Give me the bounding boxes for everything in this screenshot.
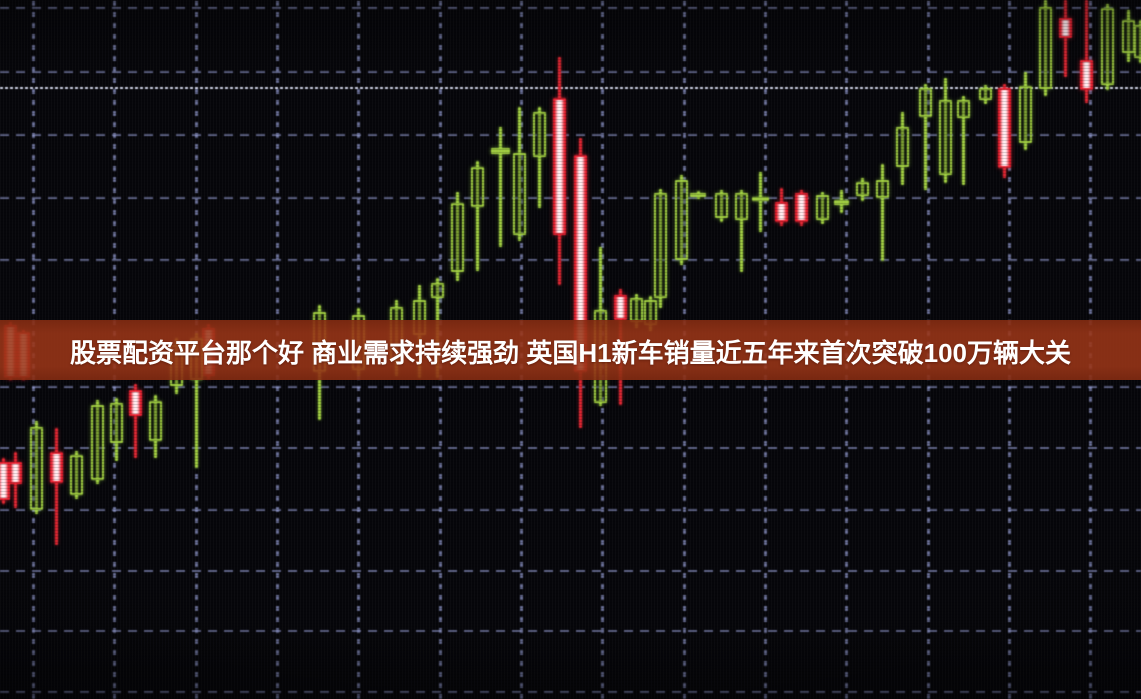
candle-wick xyxy=(1139,20,1141,63)
candle-wick xyxy=(134,384,137,458)
candle-wick xyxy=(821,192,824,224)
candle-body xyxy=(938,100,952,175)
grid-hline xyxy=(0,71,1141,73)
candle-body xyxy=(1079,60,1093,90)
candle-wick xyxy=(680,175,683,265)
candle-body xyxy=(512,153,526,235)
candle-body xyxy=(653,193,667,298)
candle-wick xyxy=(659,189,662,308)
headline-text: 股票配资平台那个好 商业需求持续强劲 英国H1新车销量近五年来首次突破100万辆… xyxy=(69,338,1072,368)
candle-wick xyxy=(1127,10,1130,62)
candle-body xyxy=(875,180,889,198)
candle-body xyxy=(470,167,484,207)
candle-body xyxy=(1100,8,1114,85)
candle-wick xyxy=(499,127,502,247)
candle-body xyxy=(450,203,464,272)
headline-banner: 股票配资平台那个好 商业需求持续强劲 英国H1新车销量近五年来首次突破100万辆… xyxy=(0,320,1141,380)
candle-body xyxy=(833,200,849,205)
candle-wick xyxy=(518,107,521,241)
candle-body xyxy=(552,98,566,235)
candle-wick xyxy=(962,96,965,185)
candle-wick xyxy=(901,112,904,185)
candle-wick xyxy=(759,172,762,232)
candle-body xyxy=(148,401,162,441)
candle-wick xyxy=(861,178,864,201)
candle-body xyxy=(1038,7,1052,89)
candle-body xyxy=(734,193,748,220)
grid-hline xyxy=(0,509,1141,511)
candle-body xyxy=(997,88,1011,168)
candle-body xyxy=(794,193,808,222)
grid-hline xyxy=(0,134,1141,136)
candle-wick xyxy=(881,164,884,261)
candle-body xyxy=(774,202,788,222)
candle-body xyxy=(895,127,909,167)
candle-wick xyxy=(154,395,157,458)
candle-wick xyxy=(1024,72,1027,150)
grid-hline xyxy=(0,7,1141,9)
candle-wick xyxy=(944,78,947,183)
candle-body xyxy=(690,193,706,197)
candle-wick xyxy=(456,192,459,281)
candle-body xyxy=(1018,86,1032,143)
candle-wick xyxy=(538,107,541,208)
candle-wick xyxy=(924,84,927,190)
candle-body xyxy=(1133,25,1141,58)
candle-body xyxy=(1058,18,1072,38)
candle-body xyxy=(1121,20,1135,53)
candle-body xyxy=(8,462,22,484)
candle-body xyxy=(918,88,932,117)
candle-body xyxy=(29,427,43,510)
candle-wick xyxy=(1064,0,1067,77)
grid-hline xyxy=(0,259,1141,261)
candle-body xyxy=(490,148,510,154)
candle-wick xyxy=(55,428,58,545)
candle-wick xyxy=(75,451,78,499)
candle-body xyxy=(751,197,769,201)
candle-wick xyxy=(476,161,479,271)
candle-body xyxy=(978,88,992,100)
grid-hline xyxy=(0,447,1141,449)
candle-body xyxy=(49,452,63,483)
candle-wick xyxy=(115,398,118,461)
candle-wick xyxy=(195,333,198,468)
candle-wick xyxy=(649,296,652,331)
candle-wick xyxy=(984,85,987,104)
grid-hline xyxy=(0,691,1141,693)
candle-body xyxy=(430,283,444,298)
candle-wick xyxy=(1106,4,1109,90)
candle-wick xyxy=(720,190,723,222)
candle-body xyxy=(674,180,688,260)
candle-body xyxy=(629,298,643,322)
candle-body xyxy=(109,403,123,443)
candle-body xyxy=(532,112,546,157)
candle-wick xyxy=(1044,0,1047,96)
candle-body xyxy=(128,390,142,416)
candle-body xyxy=(69,455,83,495)
candle-body xyxy=(855,182,869,196)
candle-body xyxy=(815,195,829,220)
candle-body xyxy=(613,295,627,320)
grid-emphasis-hline xyxy=(0,87,1141,89)
candle-wick xyxy=(96,400,99,484)
candle-body xyxy=(956,100,970,118)
grid-hline xyxy=(0,197,1141,199)
candle-wick xyxy=(740,190,743,272)
grid-hline xyxy=(0,630,1141,632)
grid-hline xyxy=(0,386,1141,388)
candle-wick xyxy=(635,294,638,328)
candle-wick xyxy=(35,421,38,514)
candle-wick xyxy=(1085,0,1088,103)
candle-body xyxy=(90,405,104,480)
grid-hline xyxy=(0,570,1141,572)
candle-body xyxy=(714,193,728,218)
